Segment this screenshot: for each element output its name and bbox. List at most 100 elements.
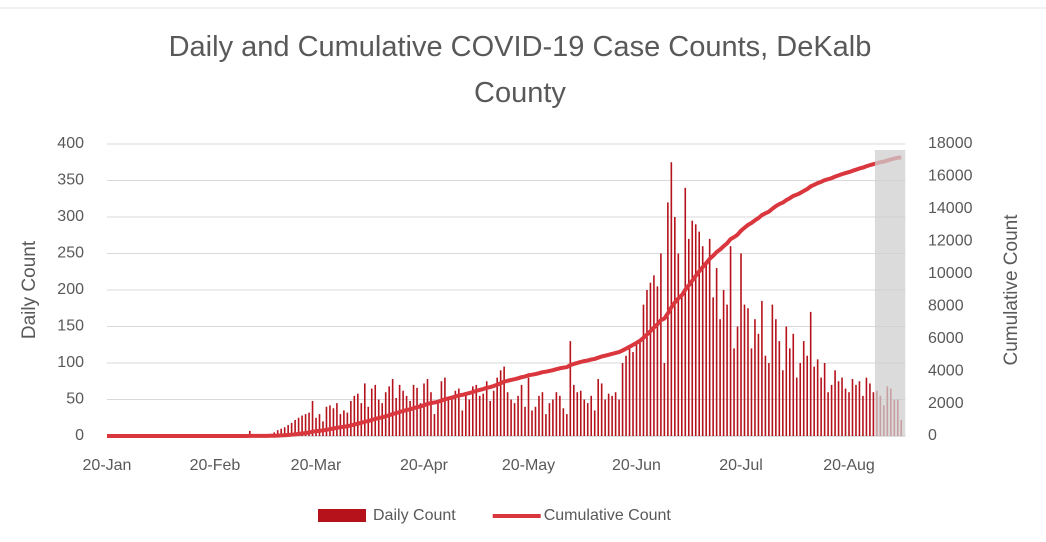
bar bbox=[416, 387, 418, 436]
bar bbox=[430, 392, 432, 436]
bar bbox=[336, 403, 338, 436]
bar bbox=[733, 348, 735, 436]
bar bbox=[660, 253, 662, 436]
bar bbox=[471, 386, 474, 436]
x-tick-label: 20-Jun bbox=[612, 457, 661, 474]
bar bbox=[771, 304, 774, 436]
bar bbox=[454, 390, 457, 436]
bar bbox=[531, 410, 533, 436]
bar bbox=[757, 333, 760, 436]
bar bbox=[799, 363, 802, 436]
bar bbox=[304, 414, 307, 436]
bar bbox=[478, 395, 481, 436]
bar bbox=[628, 348, 631, 436]
bar bbox=[360, 403, 363, 436]
bar bbox=[778, 341, 781, 436]
bar bbox=[419, 403, 422, 436]
bar bbox=[391, 379, 394, 436]
bar bbox=[412, 384, 415, 436]
bar bbox=[395, 398, 397, 436]
bar bbox=[729, 246, 732, 436]
bar bbox=[747, 308, 749, 436]
bar bbox=[329, 405, 331, 436]
bar bbox=[827, 392, 829, 436]
bar bbox=[482, 393, 485, 436]
bar bbox=[611, 395, 613, 436]
bar bbox=[458, 388, 460, 436]
bar bbox=[663, 363, 666, 436]
bar bbox=[694, 224, 697, 436]
bar bbox=[384, 392, 387, 436]
bar bbox=[785, 326, 788, 436]
bar bbox=[667, 202, 669, 436]
bar bbox=[280, 428, 282, 436]
bar bbox=[513, 403, 516, 436]
bar bbox=[426, 379, 429, 436]
bar bbox=[370, 388, 373, 436]
bar bbox=[506, 392, 509, 436]
x-tick-label: 20-Jul bbox=[719, 457, 763, 474]
bar bbox=[792, 333, 795, 436]
bar bbox=[444, 377, 446, 436]
bar bbox=[524, 406, 526, 436]
bar bbox=[691, 220, 694, 436]
bar bbox=[705, 260, 707, 436]
bar bbox=[872, 392, 875, 436]
bar bbox=[621, 363, 624, 436]
bar bbox=[823, 363, 826, 436]
bar bbox=[670, 162, 673, 436]
bar bbox=[862, 395, 864, 436]
bar bbox=[569, 341, 572, 436]
bar bbox=[834, 370, 836, 436]
bar bbox=[433, 414, 436, 436]
bar bbox=[249, 430, 251, 436]
bar bbox=[538, 395, 540, 436]
y2-axis-title: Cumulative Count bbox=[1001, 214, 1022, 366]
y2-tick-label: 16000 bbox=[928, 168, 973, 185]
y-tick-label: 350 bbox=[57, 172, 84, 189]
bar bbox=[813, 366, 815, 436]
y2-tick-label: 18000 bbox=[928, 135, 973, 152]
bar bbox=[343, 410, 345, 436]
bar bbox=[788, 348, 791, 436]
bar bbox=[719, 319, 721, 436]
bar bbox=[290, 422, 293, 436]
y-tick-label: 50 bbox=[66, 391, 84, 408]
bar bbox=[586, 403, 589, 436]
legend-swatch bbox=[318, 509, 366, 522]
bar bbox=[600, 383, 603, 436]
bar bbox=[318, 414, 321, 436]
bar bbox=[527, 377, 530, 436]
legend-label: Daily Count bbox=[373, 507, 456, 524]
bar bbox=[468, 399, 471, 436]
y-tick-label: 300 bbox=[57, 208, 84, 225]
x-tick-label: 20-Mar bbox=[291, 457, 342, 474]
bar bbox=[820, 377, 822, 436]
bar bbox=[517, 395, 519, 436]
bar bbox=[562, 408, 565, 436]
bar bbox=[816, 359, 819, 436]
bar bbox=[677, 253, 680, 436]
y-tick-label: 200 bbox=[57, 281, 84, 298]
bar bbox=[573, 384, 575, 436]
bar bbox=[301, 415, 303, 436]
bar bbox=[489, 400, 491, 436]
bar bbox=[646, 290, 648, 436]
bar bbox=[680, 297, 683, 436]
bar bbox=[534, 406, 537, 436]
y2-tick-label: 6000 bbox=[928, 330, 964, 347]
bar bbox=[618, 399, 620, 436]
y-tick-label: 250 bbox=[57, 245, 84, 262]
bar bbox=[315, 417, 317, 436]
x-tick-label: 20-Jan bbox=[83, 457, 132, 474]
bar bbox=[684, 187, 687, 436]
bar bbox=[858, 381, 861, 436]
bar bbox=[607, 393, 610, 436]
bar bbox=[579, 390, 582, 436]
bar bbox=[712, 297, 714, 436]
bar bbox=[597, 379, 599, 436]
bar bbox=[583, 399, 586, 436]
bar bbox=[492, 390, 495, 436]
bar bbox=[402, 390, 404, 436]
